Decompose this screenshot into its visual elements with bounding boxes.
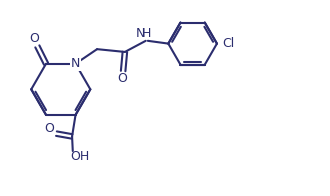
Text: O: O bbox=[45, 122, 54, 135]
Text: Cl: Cl bbox=[222, 37, 234, 50]
Text: O: O bbox=[117, 72, 127, 85]
Text: OH: OH bbox=[70, 150, 89, 163]
Text: N: N bbox=[71, 57, 80, 70]
Text: O: O bbox=[30, 32, 40, 45]
Text: N: N bbox=[136, 27, 146, 40]
Text: H: H bbox=[142, 27, 151, 40]
